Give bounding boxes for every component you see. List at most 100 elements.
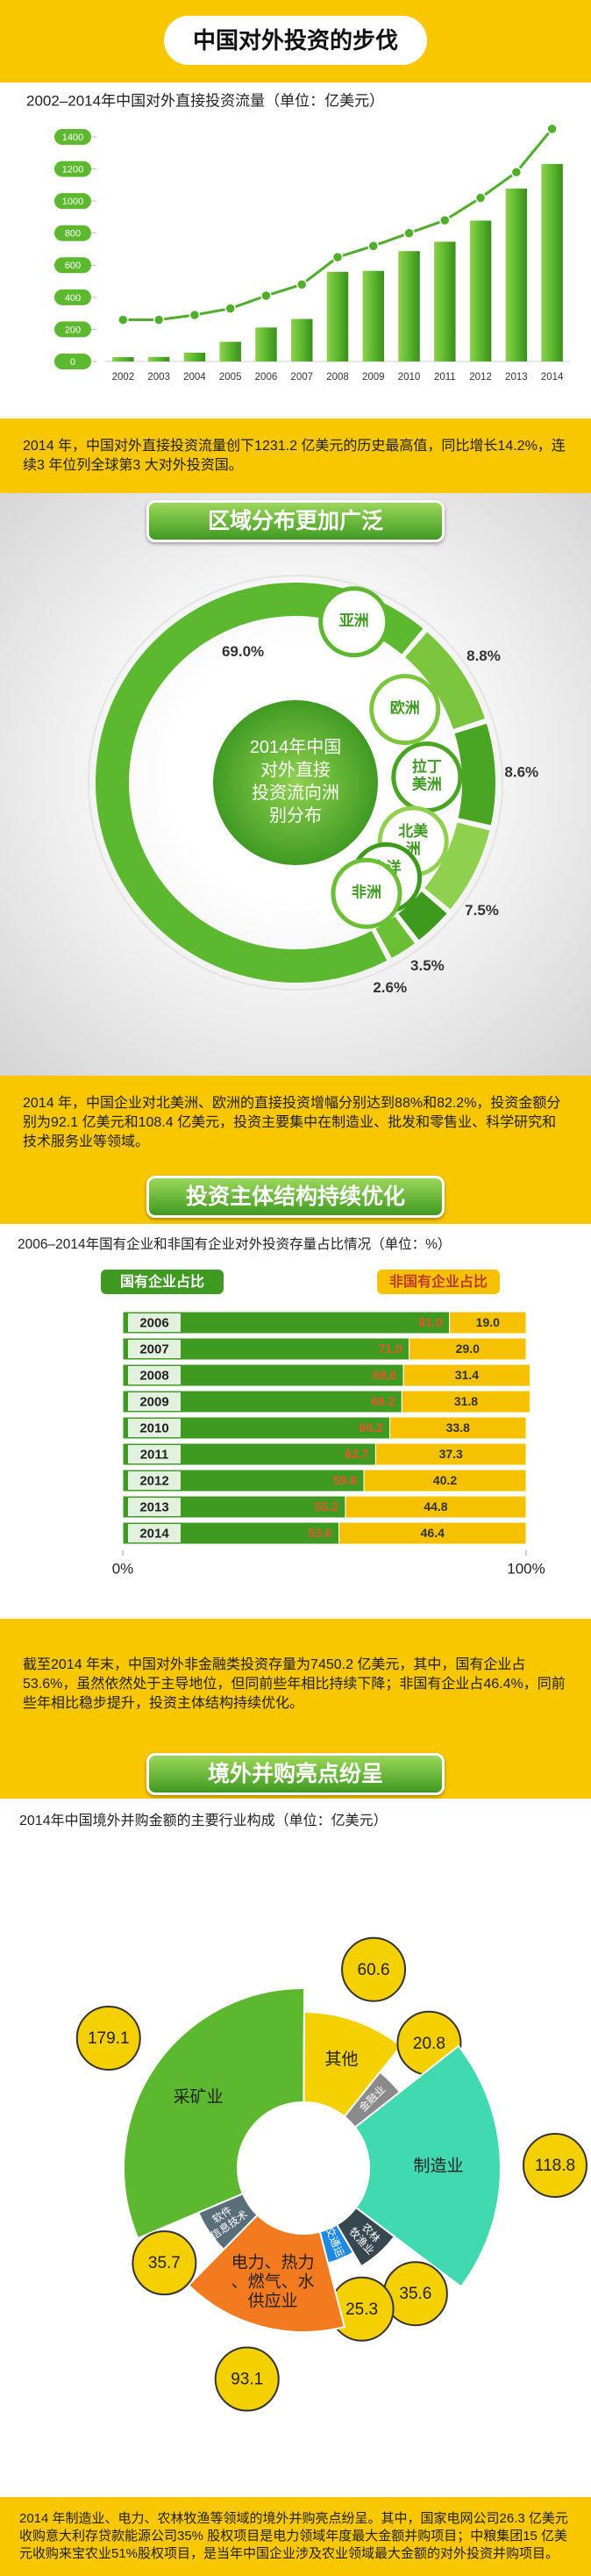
value-label: 81.0 — [418, 1315, 442, 1329]
trend-point — [439, 214, 451, 226]
banner-band: 境外并购亮点纷呈 — [0, 1750, 591, 1799]
bar — [326, 271, 349, 361]
ring-segment — [96, 583, 424, 983]
bar — [183, 352, 206, 361]
value-label: 19.0 — [476, 1315, 500, 1329]
y-tick-label: 800 — [65, 229, 81, 240]
bar-segment — [389, 1416, 527, 1440]
chart-title: 2002–2014年中国对外直接投资流量（单位：亿美元） — [26, 92, 384, 109]
value-label: 66.2 — [359, 1420, 382, 1435]
value-label: 37.3 — [439, 1447, 463, 1461]
x-tick-label: 2012 — [469, 372, 492, 383]
bar — [255, 327, 277, 361]
bar-segment — [345, 1495, 527, 1519]
segment-label: 采矿业 — [174, 2087, 224, 2107]
y-tick-label: 0 — [70, 357, 75, 368]
x-tick-label: 2014 — [541, 372, 564, 383]
value-label: 69.0% — [222, 643, 264, 660]
section-banner: 境外并购亮点纷呈 — [146, 1753, 445, 1795]
region-section: 亚洲69.0%欧洲8.8%拉丁美洲8.6%北美洲7.5%大洋洲3.5%非洲2.6… — [0, 493, 591, 1076]
value-label: 40.2 — [433, 1473, 457, 1487]
year-box — [128, 1419, 181, 1437]
x-tick-label: 2013 — [505, 372, 528, 383]
y-tick-label: 2006 — [139, 1315, 168, 1330]
center-title: 2014年中国对外直接投资流向洲别分布 — [250, 737, 342, 826]
bar-segment — [374, 1442, 527, 1466]
section-banner: 区域分布更加广泛 — [146, 500, 445, 542]
x-tick-label: 2004 — [183, 372, 206, 383]
y-tick-label: 2008 — [139, 1368, 168, 1383]
ring-segment — [375, 916, 415, 958]
trend-point — [296, 278, 308, 290]
value-label: 8.6% — [504, 764, 538, 781]
trend-point — [224, 303, 236, 314]
tick-pill — [54, 193, 91, 210]
value-circle — [132, 2230, 197, 2296]
value-label: 179.1 — [88, 2029, 130, 2048]
tick-pill — [54, 354, 91, 369]
bar-segment — [449, 1311, 527, 1335]
bar — [219, 341, 241, 361]
bar — [291, 318, 313, 361]
region-label: 非洲 — [352, 884, 381, 901]
x-tick-label: 2009 — [362, 372, 385, 383]
x-tick-label: 2005 — [219, 372, 242, 383]
trend-point — [117, 314, 129, 326]
banner-band: 投资主体结构持续优化 — [0, 1170, 591, 1224]
ring-track — [88, 575, 503, 991]
value-label: 3.5% — [410, 957, 445, 974]
year-box — [128, 1392, 181, 1411]
trend-point — [510, 166, 523, 178]
trend-point — [367, 240, 380, 252]
ownership-chart: 2006–2014年国有企业和非国有企业对外投资存量占比情况（单位：%） 国有企… — [18, 1236, 545, 1577]
ring-segment — [454, 723, 496, 826]
legend-swatch — [377, 1270, 500, 1294]
x-tick-label: 2006 — [255, 372, 278, 383]
year-box — [128, 1524, 181, 1542]
tick-pill — [54, 161, 91, 177]
label-circle — [318, 586, 390, 658]
value-label: 60.6 — [358, 1961, 390, 1979]
legend-label: 国有企业占比 — [120, 1273, 204, 1290]
y-tick-label: 2009 — [139, 1394, 168, 1409]
year-box — [128, 1471, 181, 1490]
bar-segment — [338, 1521, 527, 1545]
bar — [398, 251, 420, 361]
region-chart: 亚洲69.0%欧洲8.8%拉丁美洲8.6%北美洲7.5%大洋洲3.5%非洲2.6… — [88, 575, 538, 996]
y-tick-label: 1000 — [62, 197, 83, 207]
chart-title: 2014年中国境外并购金额的主要行业构成（单位：亿美元） — [19, 1812, 388, 1828]
value-label: 71.0 — [378, 1342, 402, 1356]
label-circle — [331, 857, 402, 929]
x-tick-label: 2002 — [112, 372, 135, 383]
trend-point — [260, 290, 272, 302]
value-circle — [522, 2132, 587, 2198]
year-box — [128, 1366, 181, 1385]
y-tick-label: 1200 — [62, 164, 83, 175]
note: 2014 年，中国对外直接投资流量创下1231.2 亿美元的历史最高值，同比增长… — [0, 419, 591, 493]
trend-point — [153, 314, 165, 326]
value-label: 59.8 — [333, 1473, 357, 1487]
segment-label: 制造业 — [413, 2156, 463, 2175]
value-label: 20.8 — [413, 2035, 445, 2053]
page-title: 中国对外投资的步伐 — [164, 16, 427, 65]
value-label: 33.8 — [446, 1420, 470, 1435]
year-box — [128, 1445, 181, 1463]
note: 2014 年制造业、电力、农林牧渔等领域的境外并购亮点纷呈。其中，国家电网公司2… — [0, 2497, 591, 2576]
value-circle — [75, 2006, 141, 2072]
bar-segment — [363, 1469, 527, 1492]
trend-point — [474, 192, 487, 204]
value-label: 44.8 — [424, 1499, 447, 1513]
section-banner: 投资主体结构持续优化 — [146, 1176, 445, 1218]
x-tick-label: 2010 — [398, 372, 421, 383]
ring-segment — [424, 822, 490, 910]
value-label: 69.2 — [371, 1394, 395, 1408]
trend-point — [331, 251, 344, 263]
tick-pill — [54, 289, 91, 305]
bar — [147, 356, 170, 361]
value-label: 93.1 — [231, 2371, 263, 2389]
value-label: 2.6% — [373, 979, 407, 996]
year-box — [128, 1313, 181, 1332]
value-label: 35.6 — [399, 2285, 431, 2303]
bar — [469, 220, 492, 361]
